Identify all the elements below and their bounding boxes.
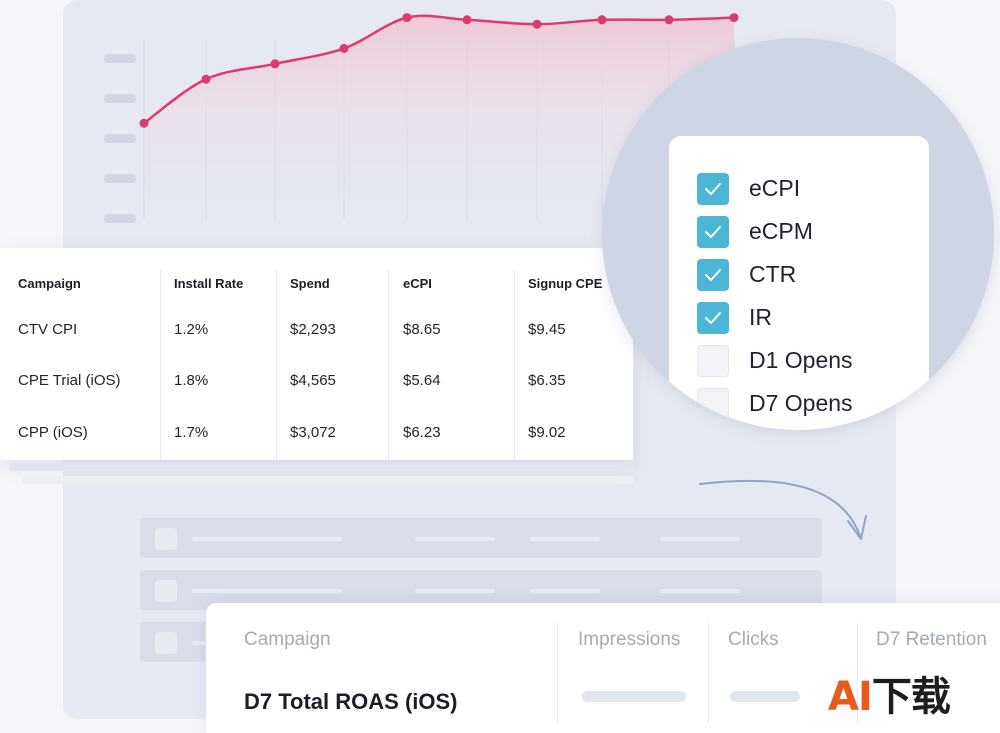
chart-data-point: [664, 15, 674, 25]
chart-data-point: [729, 13, 739, 23]
column-header-spend[interactable]: Spend: [290, 276, 330, 291]
chart-data-point: [532, 19, 542, 29]
column-header-campaign[interactable]: Campaign: [18, 276, 81, 291]
card-stack-edge: [22, 476, 633, 484]
column-header-campaign[interactable]: Campaign: [244, 629, 331, 650]
chart-data-point: [339, 43, 349, 53]
roas-table: Campaign Impressions Clicks D7 Retention…: [206, 603, 1000, 733]
checkmark-icon: [705, 183, 721, 195]
chart-data-point: [462, 15, 472, 25]
column-divider: [276, 270, 277, 460]
metric-option-label: eCPM: [749, 218, 813, 244]
column-header-install-rate[interactable]: Install Rate: [174, 276, 244, 291]
column-header-ecpi[interactable]: eCPI: [403, 276, 432, 291]
cell-install-rate: 1.2%: [174, 321, 209, 338]
checkbox[interactable]: [697, 216, 729, 248]
metric-selector-card: eCPI eCPM CTR IR D1 Opens D7 Opens: [669, 136, 929, 430]
cell-campaign: D7 Total ROAS (iOS): [244, 689, 458, 714]
metric-option-d1-opens[interactable]: D1 Opens: [697, 345, 927, 379]
watermark-logo: AI下载: [828, 664, 951, 722]
placeholder-bar: [730, 691, 800, 702]
checkmark-icon: [705, 226, 721, 238]
card-stack-edge: [10, 463, 633, 471]
chart-data-point: [270, 59, 280, 69]
placeholder-checkbox: [155, 580, 177, 602]
cell-spend: $3,072: [290, 424, 336, 441]
chart-data-point: [402, 13, 412, 23]
placeholder-row: [140, 518, 822, 558]
cell-campaign: CPP (iOS): [18, 424, 88, 441]
checkbox[interactable]: [697, 388, 729, 420]
cell-campaign: CPE Trial (iOS): [18, 372, 121, 389]
chart-data-point: [139, 118, 149, 128]
placeholder-checkbox: [155, 528, 177, 550]
placeholder-bar: [582, 691, 686, 702]
cell-signup-cpe: $9.02: [528, 424, 566, 441]
cell-ecpi: $5.64: [403, 372, 441, 389]
chart-series-line: [143, 14, 735, 125]
column-divider: [708, 623, 709, 723]
cell-ecpi: $6.23: [403, 424, 441, 441]
metric-selector-zoom: eCPI eCPM CTR IR D1 Opens D7 Opens: [602, 38, 994, 430]
metric-option-label: D7 Opens: [749, 390, 853, 416]
y-axis-placeholder-tick: [104, 54, 136, 63]
checkbox[interactable]: [697, 259, 729, 291]
placeholder-checkbox: [155, 632, 177, 654]
cell-signup-cpe: $9.45: [528, 321, 566, 338]
column-divider: [514, 270, 515, 460]
placeholder-line: [530, 589, 600, 593]
metric-option-ecpi[interactable]: eCPI: [697, 173, 927, 207]
placeholder-line: [415, 537, 495, 541]
column-divider: [388, 270, 389, 460]
watermark-cjk: 下载: [871, 674, 951, 720]
metric-option-label: CTR: [749, 261, 797, 287]
metric-option-ctr[interactable]: CTR: [697, 259, 927, 293]
metric-option-ir[interactable]: IR: [697, 302, 927, 336]
metric-option-d7-opens[interactable]: D7 Opens: [697, 388, 927, 422]
metric-option-label: IR: [749, 304, 772, 330]
column-header-clicks[interactable]: Clicks: [728, 629, 779, 650]
cell-campaign: CTV CPI: [18, 321, 78, 338]
chart-data-point: [201, 74, 211, 84]
column-header-impressions[interactable]: Impressions: [578, 629, 681, 650]
y-axis-placeholder-tick: [104, 214, 136, 223]
cell-install-rate: 1.8%: [174, 372, 209, 389]
placeholder-line: [415, 589, 495, 593]
column-divider: [857, 623, 858, 723]
column-header-signup-cpe[interactable]: Signup CPE: [528, 276, 603, 291]
watermark-latin: AI: [828, 674, 873, 720]
checkmark-icon: [705, 312, 721, 324]
column-divider: [160, 270, 161, 460]
chart-data-point: [597, 15, 607, 25]
y-axis-placeholder-tick: [104, 94, 136, 103]
placeholder-line: [192, 589, 342, 593]
column-header-d7-retention[interactable]: D7 Retention: [876, 629, 987, 650]
metric-option-label: eCPI: [749, 175, 801, 201]
column-divider: [557, 623, 558, 723]
checkbox[interactable]: [697, 345, 729, 377]
placeholder-line: [192, 537, 342, 541]
placeholder-line: [660, 537, 740, 541]
chart-area-fill: [144, 15, 734, 221]
metric-option-label: D1 Opens: [749, 347, 853, 373]
placeholder-line: [530, 537, 600, 541]
metric-option-ecpm[interactable]: eCPM: [697, 216, 927, 250]
cell-signup-cpe: $6.35: [528, 372, 566, 389]
checkbox[interactable]: [697, 302, 729, 334]
checkbox[interactable]: [697, 173, 729, 205]
cell-spend: $4,565: [290, 372, 336, 389]
y-axis-placeholder-tick: [104, 174, 136, 183]
cell-ecpi: $8.65: [403, 321, 441, 338]
cell-install-rate: 1.7%: [174, 424, 209, 441]
y-axis-placeholder-tick: [104, 134, 136, 143]
campaign-metrics-table: Campaign Install Rate Spend eCPI Signup …: [0, 248, 633, 460]
cell-spend: $2,293: [290, 321, 336, 338]
checkmark-icon: [705, 269, 721, 281]
placeholder-line: [660, 589, 740, 593]
